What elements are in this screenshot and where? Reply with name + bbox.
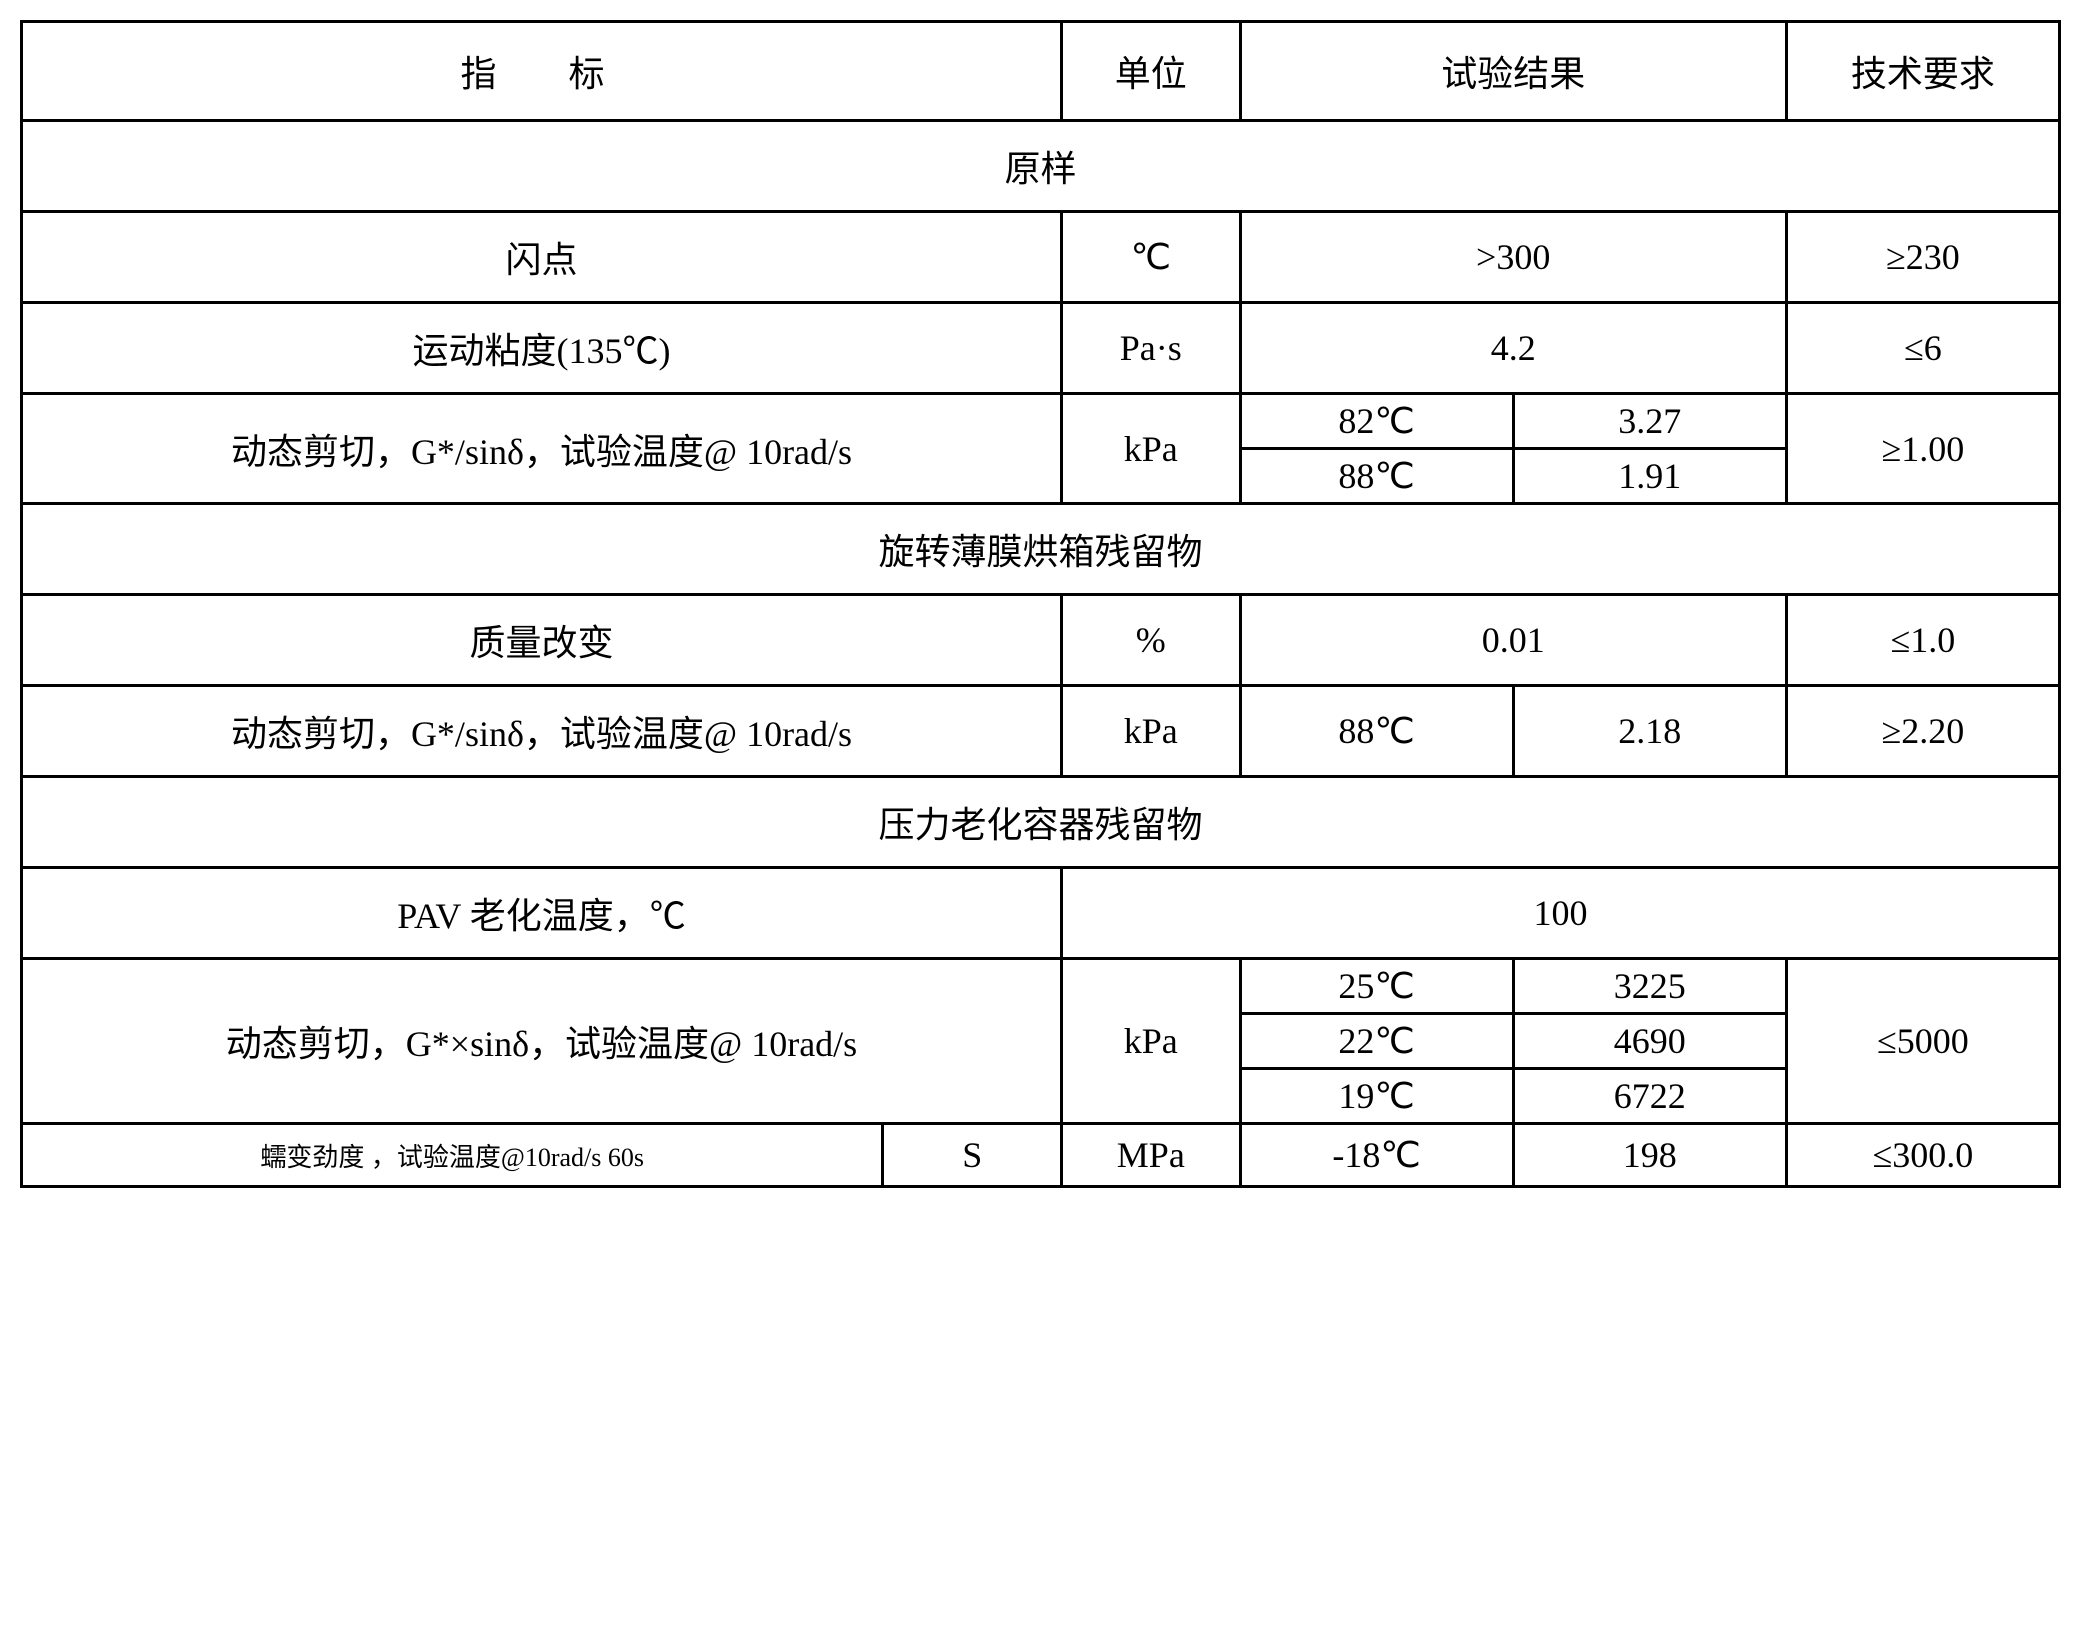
cell-value: 3.27 bbox=[1513, 394, 1786, 449]
col-requirement: 技术要求 bbox=[1786, 22, 2059, 121]
cell-req: ≤5000 bbox=[1786, 959, 2059, 1124]
row-dsr-orig-1: 动态剪切，G*/sinδ，试验温度@ 10rad/s kPa 82℃ 3.27 … bbox=[22, 394, 2060, 449]
row-flash-point: 闪点 ℃ >300 ≥230 bbox=[22, 212, 2060, 303]
section-rtfo-label: 旋转薄膜烘箱残留物 bbox=[22, 504, 2060, 595]
cell-label: 质量改变 bbox=[22, 595, 1062, 686]
cell-value: 1.91 bbox=[1513, 449, 1786, 504]
cell-result: 4.2 bbox=[1240, 303, 1786, 394]
cell-temp: 82℃ bbox=[1240, 394, 1513, 449]
col-indicator: 指 标 bbox=[22, 22, 1062, 121]
cell-unit: % bbox=[1062, 595, 1241, 686]
row-dsr-rtfo: 动态剪切，G*/sinδ，试验温度@ 10rad/s kPa 88℃ 2.18 … bbox=[22, 686, 2060, 777]
cell-unit: kPa bbox=[1062, 959, 1241, 1124]
section-rtfo: 旋转薄膜烘箱残留物 bbox=[22, 504, 2060, 595]
cell-req: ≤300.0 bbox=[1786, 1124, 2059, 1187]
cell-req: ≥230 bbox=[1786, 212, 2059, 303]
row-mass-change: 质量改变 % 0.01 ≤1.0 bbox=[22, 595, 2060, 686]
cell-value: 6722 bbox=[1513, 1069, 1786, 1124]
section-original: 原样 bbox=[22, 121, 2060, 212]
cell-temp: 88℃ bbox=[1240, 449, 1513, 504]
section-pav: 压力老化容器残留物 bbox=[22, 777, 2060, 868]
col-indicator-label: 指 标 bbox=[460, 54, 622, 94]
row-pav-temp: PAV 老化温度，℃ 100 bbox=[22, 868, 2060, 959]
section-pav-label: 压力老化容器残留物 bbox=[22, 777, 2060, 868]
cell-unit: Pa·s bbox=[1062, 303, 1241, 394]
cell-result: >300 bbox=[1240, 212, 1786, 303]
row-creep: 蠕变劲度 ，试验温度@10rad/s 60s S MPa -18℃ 198 ≤3… bbox=[22, 1124, 2060, 1187]
col-unit: 单位 bbox=[1062, 22, 1241, 121]
cell-value: 100 bbox=[1062, 868, 2060, 959]
cell-value: 3225 bbox=[1513, 959, 1786, 1014]
cell-result: 0.01 bbox=[1240, 595, 1786, 686]
cell-req: ≥1.00 bbox=[1786, 394, 2059, 504]
cell-unit: ℃ bbox=[1062, 212, 1241, 303]
cell-temp: 88℃ bbox=[1240, 686, 1513, 777]
cell-value: 198 bbox=[1513, 1124, 1786, 1187]
cell-unit: kPa bbox=[1062, 686, 1241, 777]
cell-label: 蠕变劲度 ，试验温度@10rad/s 60s bbox=[22, 1124, 883, 1187]
row-dsr-pav-1: 动态剪切，G*×sinδ，试验温度@ 10rad/s kPa 25℃ 3225 … bbox=[22, 959, 2060, 1014]
cell-temp: 25℃ bbox=[1240, 959, 1513, 1014]
cell-label: PAV 老化温度，℃ bbox=[22, 868, 1062, 959]
spec-table: 指 标 单位 试验结果 技术要求 原样 闪点 ℃ >300 ≥230 运动粘度(… bbox=[20, 20, 2061, 1188]
cell-label: 闪点 bbox=[22, 212, 1062, 303]
row-viscosity: 运动粘度(135℃) Pa·s 4.2 ≤6 bbox=[22, 303, 2060, 394]
cell-req: ≤6 bbox=[1786, 303, 2059, 394]
cell-label: 动态剪切，G*×sinδ，试验温度@ 10rad/s bbox=[22, 959, 1062, 1124]
cell-unit: MPa bbox=[1062, 1124, 1241, 1187]
section-original-label: 原样 bbox=[22, 121, 2060, 212]
cell-temp: 22℃ bbox=[1240, 1014, 1513, 1069]
table-header-row: 指 标 单位 试验结果 技术要求 bbox=[22, 22, 2060, 121]
cell-req: ≤1.0 bbox=[1786, 595, 2059, 686]
col-result: 试验结果 bbox=[1240, 22, 1786, 121]
cell-label: 运动粘度(135℃) bbox=[22, 303, 1062, 394]
cell-temp: -18℃ bbox=[1240, 1124, 1513, 1187]
cell-label: 动态剪切，G*/sinδ，试验温度@ 10rad/s bbox=[22, 686, 1062, 777]
cell-req: ≥2.20 bbox=[1786, 686, 2059, 777]
cell-unit: kPa bbox=[1062, 394, 1241, 504]
cell-value: 4690 bbox=[1513, 1014, 1786, 1069]
cell-value: 2.18 bbox=[1513, 686, 1786, 777]
cell-temp: 19℃ bbox=[1240, 1069, 1513, 1124]
cell-label: 动态剪切，G*/sinδ，试验温度@ 10rad/s bbox=[22, 394, 1062, 504]
cell-extra: S bbox=[883, 1124, 1062, 1187]
